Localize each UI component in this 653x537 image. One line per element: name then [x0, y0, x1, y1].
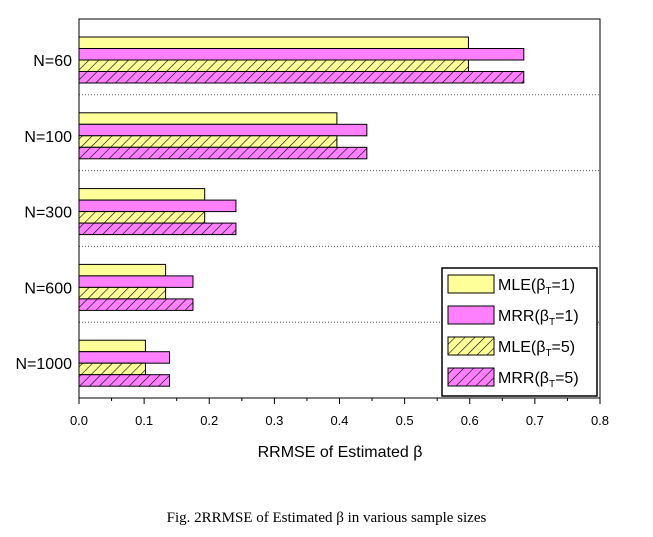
bar-mle-1-n300: [78, 188, 206, 201]
bar-mrr-5-n100: [78, 146, 368, 160]
bars-layer: [78, 36, 525, 387]
x-tick-label: 0.3: [265, 413, 283, 428]
bar-mrr-1-n100: [78, 123, 368, 137]
category-label: N=100: [24, 129, 72, 146]
legend-swatch: [447, 336, 495, 356]
x-tick-label: 0.0: [70, 413, 88, 428]
x-tick-label: 0.2: [200, 413, 218, 428]
bar-mrr-1-n300: [78, 199, 237, 213]
bar-mle-1-n60: [78, 36, 469, 49]
x-axis: 0.0 0.1 0.2 0.3 0.4 0.5 0.6 0.7 0.8: [70, 398, 609, 428]
legend-label: MRR(βT=5): [498, 370, 579, 390]
bar-mle-5-n100: [78, 135, 338, 148]
legend-label: MLE(βT=1): [498, 277, 575, 297]
bar-mle-5-n60: [78, 59, 469, 72]
bar-mle-5-n1000: [78, 362, 146, 376]
legend-swatch: [447, 274, 495, 294]
category-label: N=1000: [16, 356, 73, 373]
figure-caption: Fig. 2RRMSE of Estimated β in various sa…: [166, 510, 487, 526]
bar-mrr-5-n60: [78, 71, 525, 84]
x-axis-title: RRMSE of Estimated β: [258, 444, 423, 461]
x-tick-label: 0.7: [526, 413, 544, 428]
bar-mle-1-n1000: [78, 339, 146, 353]
x-tick-label: 0.6: [461, 413, 479, 428]
legend-label: MRR(βT=1): [498, 308, 579, 328]
bar-mle-1-n600: [78, 263, 167, 277]
bar-mle-1-n100: [78, 112, 338, 125]
category-label: N=300: [24, 205, 72, 222]
bar-mrr-1-n60: [78, 48, 525, 61]
legend-swatch: [447, 367, 495, 387]
bar-mrr-5-n300: [78, 222, 237, 236]
bar-mrr-5-n1000: [78, 374, 171, 387]
legend-swatch: [447, 305, 495, 325]
bar-mrr-1-n600: [78, 275, 194, 288]
category-label: N=60: [33, 53, 72, 70]
x-tick-label: 0.8: [591, 413, 609, 428]
category-labels: N=60 N=100 N=300 N=600 N=1000: [16, 53, 73, 373]
category-label: N=600: [24, 280, 72, 297]
bar-mrr-5-n600: [78, 298, 194, 311]
bar-mle-5-n300: [78, 211, 206, 224]
x-tick-label: 0.4: [330, 413, 348, 428]
bar-mrr-1-n1000: [78, 351, 171, 364]
bar-mle-5-n600: [78, 286, 167, 300]
x-tick-label: 0.5: [396, 413, 414, 428]
x-tick-label: 0.1: [135, 413, 153, 428]
legend-label: MLE(βT=5): [498, 339, 575, 359]
legend: MLE(βT=1) MRR(βT=1) MLE(βT=5) MRR(βT=5): [441, 267, 598, 397]
